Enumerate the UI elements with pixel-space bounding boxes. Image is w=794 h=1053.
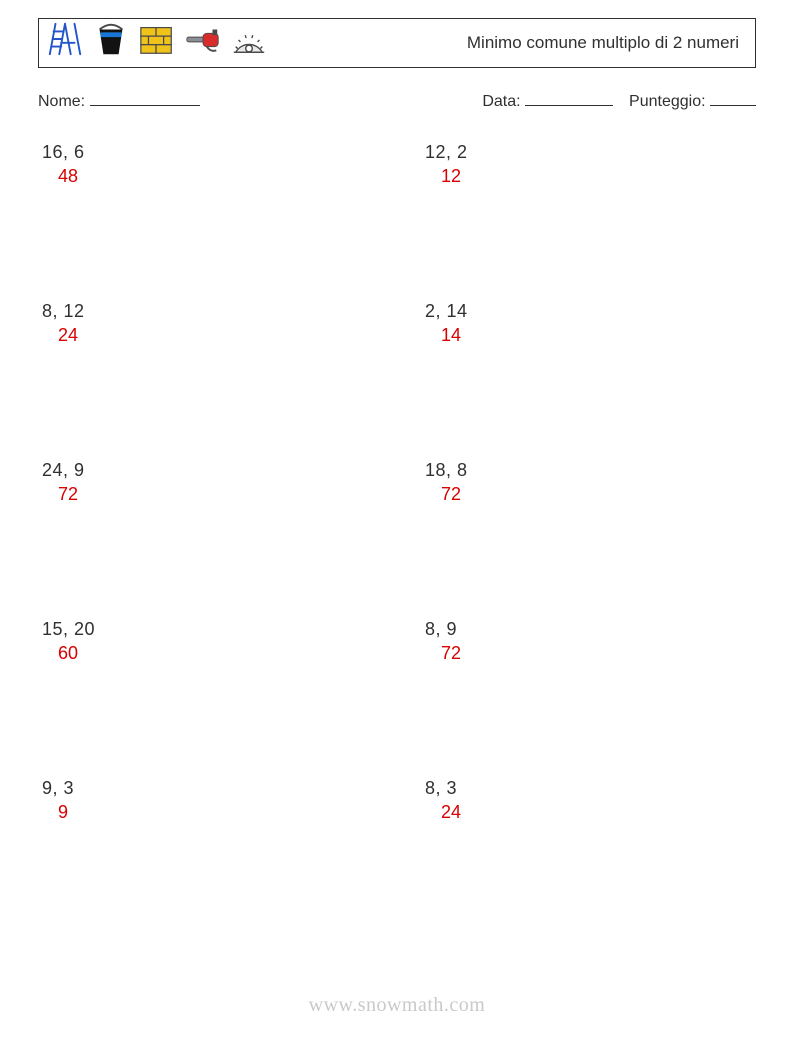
problem-answer: 14 (425, 323, 752, 347)
problem-question: 8, 9 (425, 617, 752, 641)
problem-cell: 15, 20 60 (42, 615, 397, 774)
problem-answer: 12 (425, 164, 752, 188)
problem-question: 8, 3 (425, 776, 752, 800)
date-blank (525, 88, 613, 106)
date-field: Data: (482, 88, 613, 111)
problem-question: 2, 14 (425, 299, 752, 323)
meta-row: Nome: Data: Punteggio: (38, 88, 756, 111)
problems-grid: 16, 6 48 12, 2 12 8, 12 24 2, 14 14 24, … (42, 138, 752, 933)
problem-answer: 24 (425, 800, 752, 824)
header-icons (45, 19, 269, 67)
problem-cell: 18, 8 72 (397, 456, 752, 615)
problem-question: 18, 8 (425, 458, 752, 482)
score-field: Punteggio: (629, 88, 756, 111)
chainsaw-icon (183, 20, 223, 63)
problem-cell: 8, 3 24 (397, 774, 752, 933)
bricks-icon (137, 20, 177, 63)
worksheet-page: Minimo comune multiplo di 2 numeri Nome:… (0, 0, 794, 1053)
worksheet-header: Minimo comune multiplo di 2 numeri (38, 18, 756, 68)
name-field: Nome: (38, 88, 200, 111)
name-blank (90, 88, 200, 106)
problem-cell: 24, 9 72 (42, 456, 397, 615)
problem-answer: 24 (42, 323, 397, 347)
score-label: Punteggio: (629, 93, 706, 110)
worksheet-title: Minimo comune multiplo di 2 numeri (467, 33, 745, 53)
problem-question: 8, 12 (42, 299, 397, 323)
problem-cell: 9, 3 9 (42, 774, 397, 933)
footer-watermark: www.snowmath.com (0, 994, 794, 1017)
problem-cell: 8, 9 72 (397, 615, 752, 774)
problem-question: 15, 20 (42, 617, 397, 641)
problem-question: 9, 3 (42, 776, 397, 800)
problem-question: 12, 2 (425, 140, 752, 164)
problem-cell: 2, 14 14 (397, 297, 752, 456)
problem-answer: 60 (42, 641, 397, 665)
problem-answer: 9 (42, 800, 397, 824)
saw-blade-icon (229, 20, 269, 63)
bucket-icon (91, 20, 131, 63)
problem-cell: 16, 6 48 (42, 138, 397, 297)
problem-answer: 72 (425, 641, 752, 665)
problem-cell: 8, 12 24 (42, 297, 397, 456)
score-blank (710, 88, 756, 106)
date-label: Data: (482, 93, 520, 110)
problem-answer: 48 (42, 164, 397, 188)
problem-answer: 72 (42, 482, 397, 506)
problem-cell: 12, 2 12 (397, 138, 752, 297)
name-label: Nome: (38, 93, 85, 110)
problem-question: 16, 6 (42, 140, 397, 164)
problem-answer: 72 (425, 482, 752, 506)
problem-question: 24, 9 (42, 458, 397, 482)
ladder-icon (45, 20, 85, 63)
